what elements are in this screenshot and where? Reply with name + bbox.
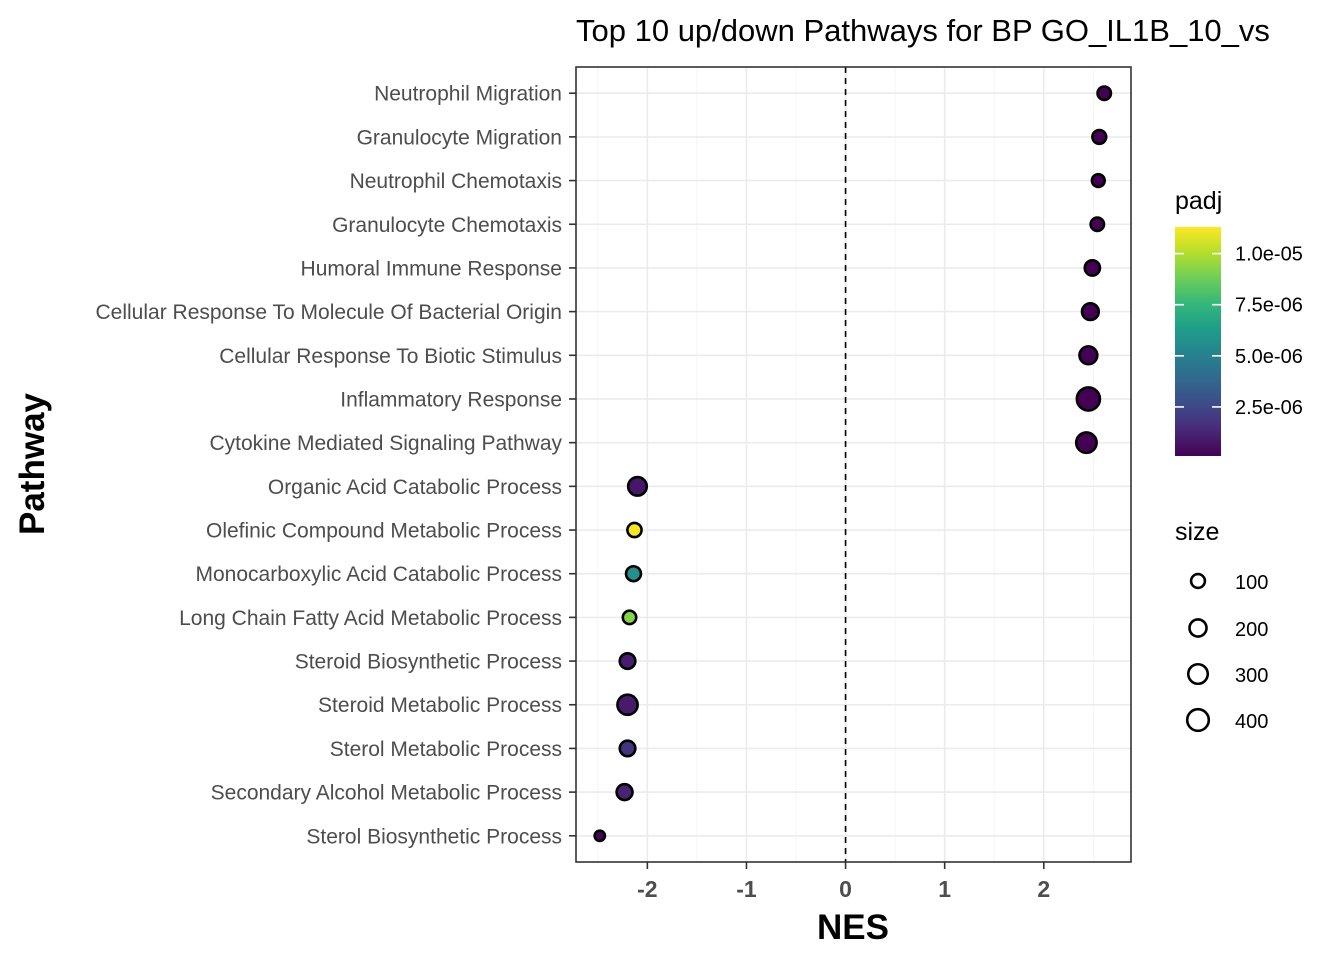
y-tick-label: Neutrophil Chemotaxis [350, 170, 562, 193]
y-tick-label: Olefinic Compound Metabolic Process [206, 520, 562, 543]
size-legend-circle [1188, 618, 1208, 638]
data-point [621, 609, 638, 626]
data-point [618, 739, 637, 758]
y-tick-label: Secondary Alcohol Metabolic Process [211, 782, 562, 805]
padj-colorbar [1175, 227, 1221, 456]
data-point [626, 475, 649, 497]
x-tick-label: 2 [1037, 876, 1050, 902]
y-tick-label: Organic Acid Catabolic Process [268, 476, 562, 499]
size-legend-label: 300 [1235, 665, 1268, 687]
size-legend-label: 100 [1235, 572, 1268, 594]
x-axis-title: NES [817, 908, 889, 947]
y-tick-label: Sterol Biosynthetic Process [306, 825, 562, 848]
data-point [618, 651, 637, 671]
y-tick-label: Humoral Immune Response [301, 257, 562, 280]
data-point [1074, 431, 1098, 455]
data-point [1091, 128, 1108, 146]
size-legend-label: 200 [1235, 619, 1268, 641]
y-tick-label: Steroid Biosynthetic Process [295, 651, 562, 674]
chart-title: Top 10 up/down Pathways for BP GO_IL1B_1… [576, 13, 1270, 48]
size-legend-circle [1186, 662, 1210, 686]
data-point [1078, 345, 1099, 366]
plot-panel-border [575, 66, 1132, 863]
data-point [624, 564, 643, 583]
data-point [1075, 386, 1102, 412]
colorbar-label: 7.5e-06 [1235, 295, 1303, 317]
size-legend-circle [1185, 707, 1211, 733]
plot-background [576, 67, 1131, 862]
x-tick-label: 0 [839, 876, 852, 902]
data-point [1080, 301, 1101, 322]
y-tick-label: Cellular Response To Biotic Stimulus [219, 345, 562, 368]
y-tick-label: Sterol Metabolic Process [330, 738, 562, 761]
x-tick-label: -1 [736, 876, 757, 902]
colorbar-label: 1.0e-05 [1235, 244, 1303, 266]
x-axis-ticks: -2 -1 0 1 2 [637, 862, 1050, 902]
y-tick-label: Long Chain Fatty Acid Metabolic Process [179, 607, 562, 630]
y-tick-label: Inflammatory Response [340, 388, 562, 411]
data-point [593, 829, 607, 843]
y-tick-label: Neutrophil Migration [374, 83, 562, 106]
y-tick-label: Granulocyte Migration [357, 126, 562, 149]
size-legend-title: size [1175, 518, 1219, 546]
x-tick-label: -2 [637, 876, 657, 902]
y-tick-label: Granulocyte Chemotaxis [332, 214, 562, 237]
y-tick-label: Cellular Response To Molecule Of Bacteri… [96, 301, 563, 324]
data-point [1096, 85, 1113, 102]
y-tick-label: Cytokine Mediated Signaling Pathway [209, 432, 562, 455]
size-legend: size 100 200 300 400 [1175, 518, 1268, 733]
y-axis-title: Pathway [13, 392, 52, 535]
data-point [616, 693, 639, 717]
y-tick-label: Monocarboxylic Acid Catabolic Process [196, 563, 563, 586]
y-tick-label: Steroid Metabolic Process [318, 694, 562, 717]
padj-legend-title: padj [1175, 187, 1222, 215]
padj-legend: padj 2.5e-06 5.0e-06 7.5e-06 1.0e-05 [1175, 187, 1303, 456]
padj-colorbar-ticks: 2.5e-06 5.0e-06 7.5e-06 1.0e-05 [1175, 244, 1303, 419]
data-points [593, 85, 1113, 843]
data-point [1083, 259, 1102, 277]
colorbar-label: 2.5e-06 [1235, 397, 1303, 419]
data-point [1090, 172, 1106, 189]
size-legend-label: 400 [1235, 711, 1268, 733]
size-legend-items: 100 200 300 400 [1185, 572, 1268, 733]
size-legend-circle [1189, 572, 1207, 590]
y-axis-ticks: Neutrophil Migration Granulocyte Migratio… [96, 83, 576, 848]
x-tick-label: 1 [938, 876, 951, 902]
colorbar-label: 5.0e-06 [1235, 346, 1303, 368]
grid-lines [576, 67, 1131, 862]
data-point [1089, 216, 1106, 233]
data-point [615, 782, 634, 802]
data-point [626, 521, 643, 539]
